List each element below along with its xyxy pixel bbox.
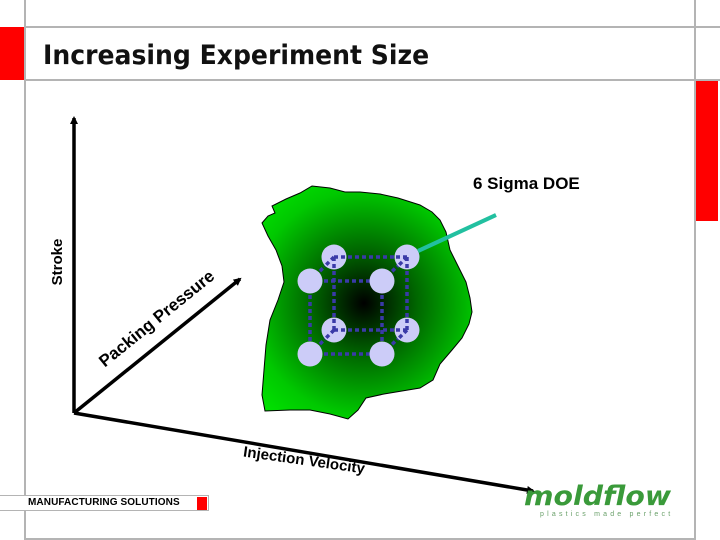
six-sigma-doe-label: 6 Sigma DOE (473, 174, 580, 193)
packing-pressure-axis (72, 277, 242, 415)
side-accent-bar (696, 81, 718, 221)
design-point (369, 341, 395, 367)
frame-top-line (24, 26, 720, 28)
footer-label: MANUFACTURING SOLUTIONS (28, 497, 180, 508)
frame-left-line (24, 0, 26, 540)
frame-right-line (694, 0, 696, 540)
cube-edges-overlay (322, 255, 409, 342)
title-accent-bar (0, 27, 24, 80)
axes (70, 116, 535, 494)
design-point (297, 268, 323, 294)
footer-bar (0, 495, 209, 511)
slide-title: Increasing Experiment Size (43, 40, 430, 71)
footer-accent (197, 497, 207, 510)
design-space-region (261, 185, 473, 420)
moldflow-logo: moldflow plastics made perfect (520, 481, 690, 522)
stroke-axis-label: Stroke (49, 238, 66, 286)
injection-velocity-axis (73, 411, 535, 494)
design-point (297, 341, 323, 367)
design-point (369, 268, 395, 294)
frame-bottom-line (24, 538, 696, 540)
logo-brand-text: moldflow (524, 481, 672, 512)
frame-title-line (24, 79, 720, 81)
logo-tagline: plastics made perfect (540, 511, 674, 518)
callout-line (417, 213, 497, 253)
